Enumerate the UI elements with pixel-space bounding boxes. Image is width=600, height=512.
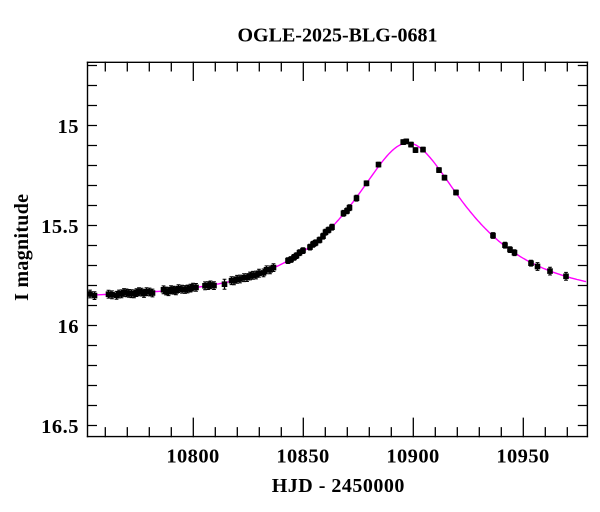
svg-text:10950: 10950 xyxy=(496,445,549,467)
svg-text:10800: 10800 xyxy=(166,445,219,467)
svg-text:OGLE-2025-BLG-0681: OGLE-2025-BLG-0681 xyxy=(237,25,437,47)
svg-text:15.5: 15.5 xyxy=(41,216,79,238)
svg-text:HJD - 2450000: HJD - 2450000 xyxy=(272,475,405,497)
svg-text:10900: 10900 xyxy=(386,445,439,467)
svg-text:16: 16 xyxy=(58,316,80,338)
svg-text:I magnitude: I magnitude xyxy=(11,194,33,301)
svg-text:15: 15 xyxy=(58,116,80,138)
svg-text:10850: 10850 xyxy=(276,445,329,467)
svg-text:16.5: 16.5 xyxy=(41,416,79,438)
